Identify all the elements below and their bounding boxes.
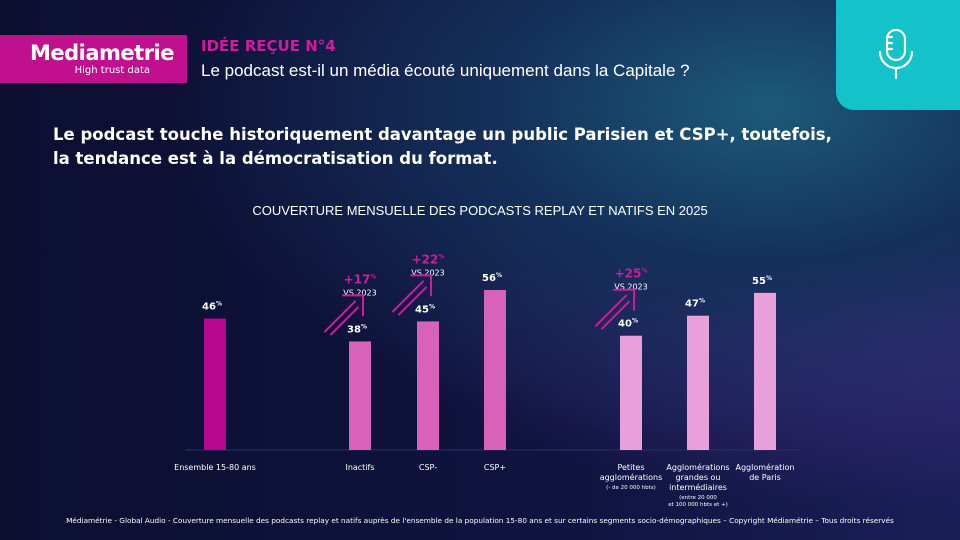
unit: % <box>766 275 772 282</box>
tick-label: grandes ou <box>675 473 720 482</box>
tick-label: CSP+ <box>484 463 506 472</box>
tick-label: de Paris <box>749 473 781 482</box>
headline-line: Le podcast touche historiquement davanta… <box>53 125 832 144</box>
tick-sublabel: (- de 20 000 hbts) <box>606 485 656 491</box>
bar <box>687 315 709 450</box>
tick-label: Agglomération <box>736 462 795 472</box>
footer-note: Médiamétrie - Global Audio - Couverture … <box>66 516 894 525</box>
tick-label: Petites <box>617 463 644 472</box>
tick-label: CSP- <box>419 463 437 472</box>
data-label: 40% <box>618 318 638 330</box>
data-label: 38% <box>347 323 367 335</box>
mediametrie-logo: Mediametrie High trust data <box>0 35 187 83</box>
unit: % <box>496 272 502 279</box>
bar <box>349 341 371 450</box>
delta-label: +22% <box>412 252 445 266</box>
tick-sublabel: et 100 000 hbts et +) <box>668 502 728 508</box>
unit: % <box>632 318 638 325</box>
microphone-badge <box>836 0 960 110</box>
tick-sublabel: (entre 20 000 <box>679 495 717 501</box>
bar <box>620 335 642 450</box>
comparison-label: VS 2023 <box>343 288 376 297</box>
arrow-up-right-icon <box>595 288 635 330</box>
page-title: Le podcast est-il un média écouté unique… <box>201 61 690 80</box>
brand-name: Mediametrie <box>30 41 175 65</box>
kicker: IDÉE REÇUE N°4 <box>201 37 336 55</box>
tick-label: Agglomérations <box>666 462 729 472</box>
data-label: 45% <box>415 303 435 315</box>
unit: % <box>438 253 444 260</box>
bar <box>204 318 226 450</box>
chart-title: COUVERTURE MENSUELLE DES PODCASTS REPLAY… <box>252 203 708 218</box>
unit: % <box>216 301 222 308</box>
bar <box>484 290 506 450</box>
unit: % <box>641 268 647 275</box>
tick-label: intermédiaires <box>669 482 727 492</box>
microphone-icon <box>878 28 914 80</box>
tick-label: Inactifs <box>345 463 374 472</box>
data-label: 47% <box>685 298 705 310</box>
unit: % <box>370 273 376 280</box>
data-label: 56% <box>482 272 502 284</box>
headline: Le podcast touche historiquement davanta… <box>53 123 832 171</box>
unit: % <box>429 303 435 310</box>
bar <box>754 292 776 450</box>
unit: % <box>361 323 367 330</box>
headline-line: la tendance est à la démocratisation du … <box>53 149 498 168</box>
delta-label: +25% <box>615 267 648 281</box>
data-label: 46% <box>202 301 222 313</box>
arrow-up-right-icon <box>392 274 432 316</box>
data-label: 55% <box>752 275 772 287</box>
comparison-label: VS 2023 <box>411 268 444 277</box>
arrow-up-right-icon <box>324 294 364 336</box>
unit: % <box>699 298 705 305</box>
brand-tagline: High trust data <box>74 65 150 76</box>
tick-label: Ensemble 15-80 ans <box>174 463 256 472</box>
bar <box>417 321 439 450</box>
tick-label: agglomérations <box>600 472 663 482</box>
delta-label: +17% <box>344 272 377 286</box>
comparison-label: VS 2023 <box>614 283 647 292</box>
